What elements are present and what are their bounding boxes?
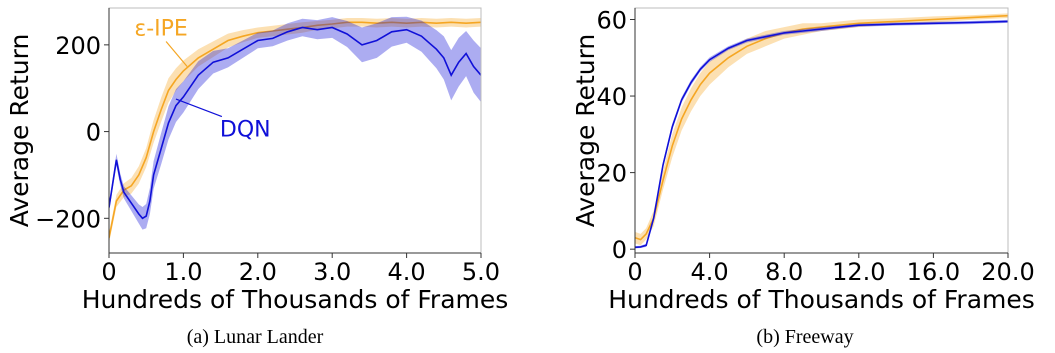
plot-area <box>109 16 481 243</box>
axes-frame <box>634 7 1009 254</box>
series-dqn-line <box>635 20 1008 249</box>
y-axis-label: Average Return <box>571 34 600 228</box>
y-tick-label: 60 <box>596 6 627 34</box>
x-tick-label: 2.0 <box>239 258 277 286</box>
annotation-dqn-leader <box>175 98 223 118</box>
annotation-dqn: DQN <box>220 118 271 143</box>
y-tick-label: 20 <box>596 160 627 188</box>
annotation-ipe-leader <box>165 41 188 67</box>
series-dqn-band <box>635 19 1008 249</box>
panel-caption: (a) Lunar Lander <box>187 326 324 348</box>
x-tick-label: 12.0 <box>832 258 885 286</box>
y-tick-label: 200 <box>55 32 101 60</box>
x-tick-label: 20.0 <box>981 258 1034 286</box>
series-ipe-line <box>635 14 1008 241</box>
y-tick-label: 40 <box>596 83 627 111</box>
x-tick-label: 5.0 <box>462 258 500 286</box>
panel-freeway: 0 4.0 8.0 12.0 16.0 20.0 0 20 40 60 Hundreds of Th… <box>571 6 1035 348</box>
x-tick-label: 0 <box>101 258 116 286</box>
plot-area <box>635 13 1008 249</box>
y-tick-label: −200 <box>35 205 101 233</box>
y-tick-label: 0 <box>612 236 627 264</box>
x-tick-label: 4.0 <box>388 258 426 286</box>
x-tick-label: 8.0 <box>765 258 803 286</box>
x-axis-label: Hundreds of Thousands of Frames <box>608 285 1035 314</box>
y-axis-label: Average Return <box>5 34 34 228</box>
series-ipe-line <box>109 21 481 238</box>
x-tick-label: 4.0 <box>691 258 729 286</box>
series-dqn-band <box>109 16 481 230</box>
series-ipe-band <box>635 13 1008 246</box>
x-tick-label: 16.0 <box>907 258 960 286</box>
x-tick-label: 1.0 <box>164 258 202 286</box>
annotation-ipe: ε-IPE <box>134 17 188 42</box>
x-axis-label: Hundreds of Thousands of Frames <box>82 285 509 314</box>
x-tick-label: 0 <box>627 258 642 286</box>
panel-caption: (b) Freeway <box>756 326 853 348</box>
series-dqn-line <box>109 26 481 220</box>
x-tick-label: 3.0 <box>313 258 351 286</box>
y-tick-label: 0 <box>86 119 101 147</box>
